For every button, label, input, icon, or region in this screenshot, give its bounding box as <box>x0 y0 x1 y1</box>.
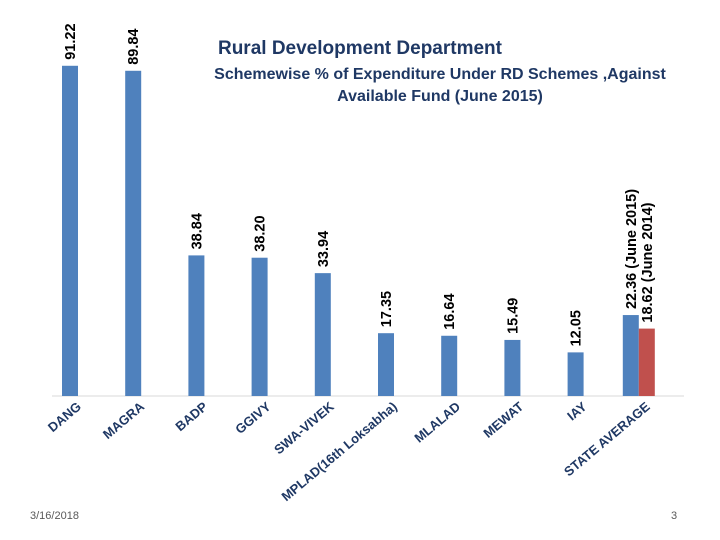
bar-june-2015-0 <box>62 65 78 396</box>
category-label-0: DANG <box>45 399 84 435</box>
slide-page-number: 3 <box>671 510 678 522</box>
bar-june-2014-9 <box>638 328 655 396</box>
category-label-3: GGIVY <box>232 399 273 437</box>
category-label-6: MLALAD <box>411 399 463 446</box>
category-label-5: MPLAD(16th Loksabha) <box>279 399 400 504</box>
bar-june-2015-1 <box>125 70 142 396</box>
category-label-4: SWA-VIVEK <box>271 398 337 457</box>
value-label-june-2015-0: 91.22 <box>63 23 79 59</box>
category-label-1: MAGRA <box>100 398 148 441</box>
value-label-june-2015-7: 15.49 <box>505 298 521 334</box>
value-label-june-2015-2: 38.84 <box>189 213 205 249</box>
category-label-8: IAY <box>564 399 590 424</box>
bar-june-2015-9 <box>622 315 639 396</box>
value-label-june-2014-9: 18.62 (June 2014) <box>640 202 656 322</box>
bar-june-2015-6 <box>441 335 458 396</box>
value-label-june-2015-1: 89.84 <box>126 28 142 64</box>
value-label-june-2015-6: 16.64 <box>442 293 458 329</box>
value-label-june-2015-5: 17.35 <box>379 291 395 327</box>
bar-june-2015-2 <box>188 255 205 396</box>
category-label-7: MEWAT <box>480 399 526 441</box>
bar-june-2015-4 <box>314 273 331 396</box>
value-label-june-2015-3: 38.20 <box>253 215 269 251</box>
slide-date: 3/16/2018 <box>30 510 79 522</box>
chart-title: Rural Development Department <box>217 38 502 59</box>
bar-june-2015-7 <box>504 339 521 396</box>
value-label-june-2015-4: 33.94 <box>316 231 332 267</box>
bars-group <box>62 65 655 396</box>
bar-june-2015-8 <box>567 352 584 396</box>
category-label-2: BADP <box>172 399 210 434</box>
chart-subtitle: Schemewise % of Expenditure Under RD Sch… <box>214 66 666 105</box>
bar-june-2015-5 <box>378 333 394 396</box>
value-label-june-2015-8: 12.05 <box>569 310 585 346</box>
value-labels-group: 91.22 89.84 38.84 38.20 33.94 17.35 16.64 15.49… <box>63 23 656 346</box>
bar-june-2015-3 <box>251 257 268 396</box>
value-label-june-2015-9: 22.36 (June 2015) <box>624 189 640 309</box>
